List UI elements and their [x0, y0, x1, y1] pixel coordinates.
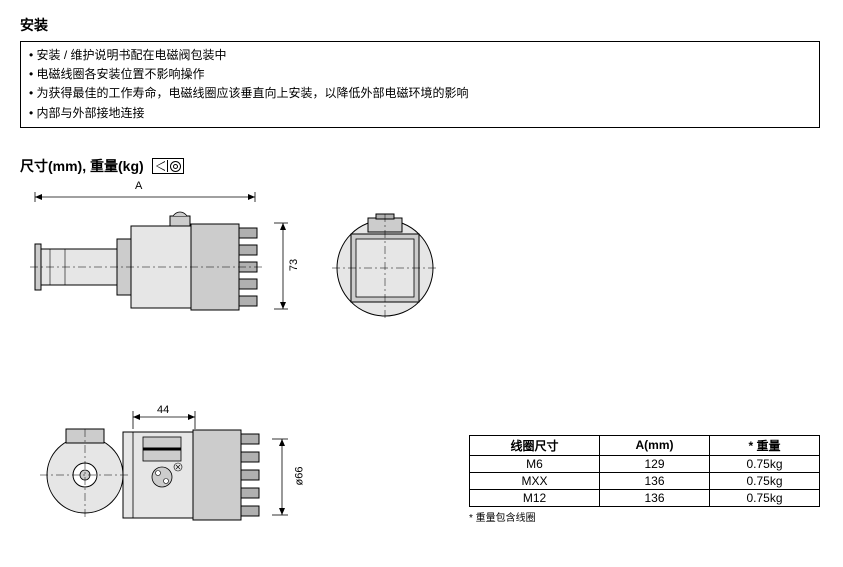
install-bullet: • 内部与外部接地连接	[29, 104, 811, 123]
coil-table-wrap: 线圈尺寸 A(mm) * 重量 M6 129 0.75kg MXX 136 0.…	[469, 435, 820, 524]
front-view-drawing	[330, 212, 440, 327]
dim-label-a: A	[135, 180, 142, 192]
dim-line-a	[30, 182, 262, 202]
table-row: MXX 136 0.75kg	[470, 472, 820, 489]
dim-label-66: ø66	[293, 466, 305, 485]
install-box: • 安装 / 维护说明书配在电磁阀包装中 • 电磁线圈各安装位置不影响操作 • …	[20, 41, 820, 128]
dims-title: 尺寸(mm), 重量(kg)	[20, 156, 144, 176]
dim-line-66	[270, 436, 294, 518]
table-footnote: * 重量包含线圈	[469, 509, 820, 524]
dim-label-73: 73	[288, 259, 300, 271]
install-title: 安装	[20, 15, 823, 35]
th-weight: * 重量	[710, 435, 820, 455]
dim-label-44: 44	[157, 404, 169, 416]
projection-symbol-icon	[152, 158, 184, 174]
install-bullet: • 电磁线圈各安装位置不影响操作	[29, 65, 811, 84]
coil-table: 线圈尺寸 A(mm) * 重量 M6 129 0.75kg MXX 136 0.…	[469, 435, 820, 507]
top-view-drawing	[30, 407, 270, 527]
drawings-area: A	[20, 182, 820, 552]
table-row: M12 136 0.75kg	[470, 489, 820, 506]
th-a: A(mm)	[600, 435, 710, 455]
th-size: 线圈尺寸	[470, 435, 600, 455]
side-view-drawing	[30, 204, 270, 334]
install-bullet: • 为获得最佳的工作寿命，电磁线圈应该垂直向上安装，以降低外部电磁环境的影响	[29, 84, 811, 103]
table-row: M6 129 0.75kg	[470, 455, 820, 472]
install-bullet: • 安装 / 维护说明书配在电磁阀包装中	[29, 46, 811, 65]
